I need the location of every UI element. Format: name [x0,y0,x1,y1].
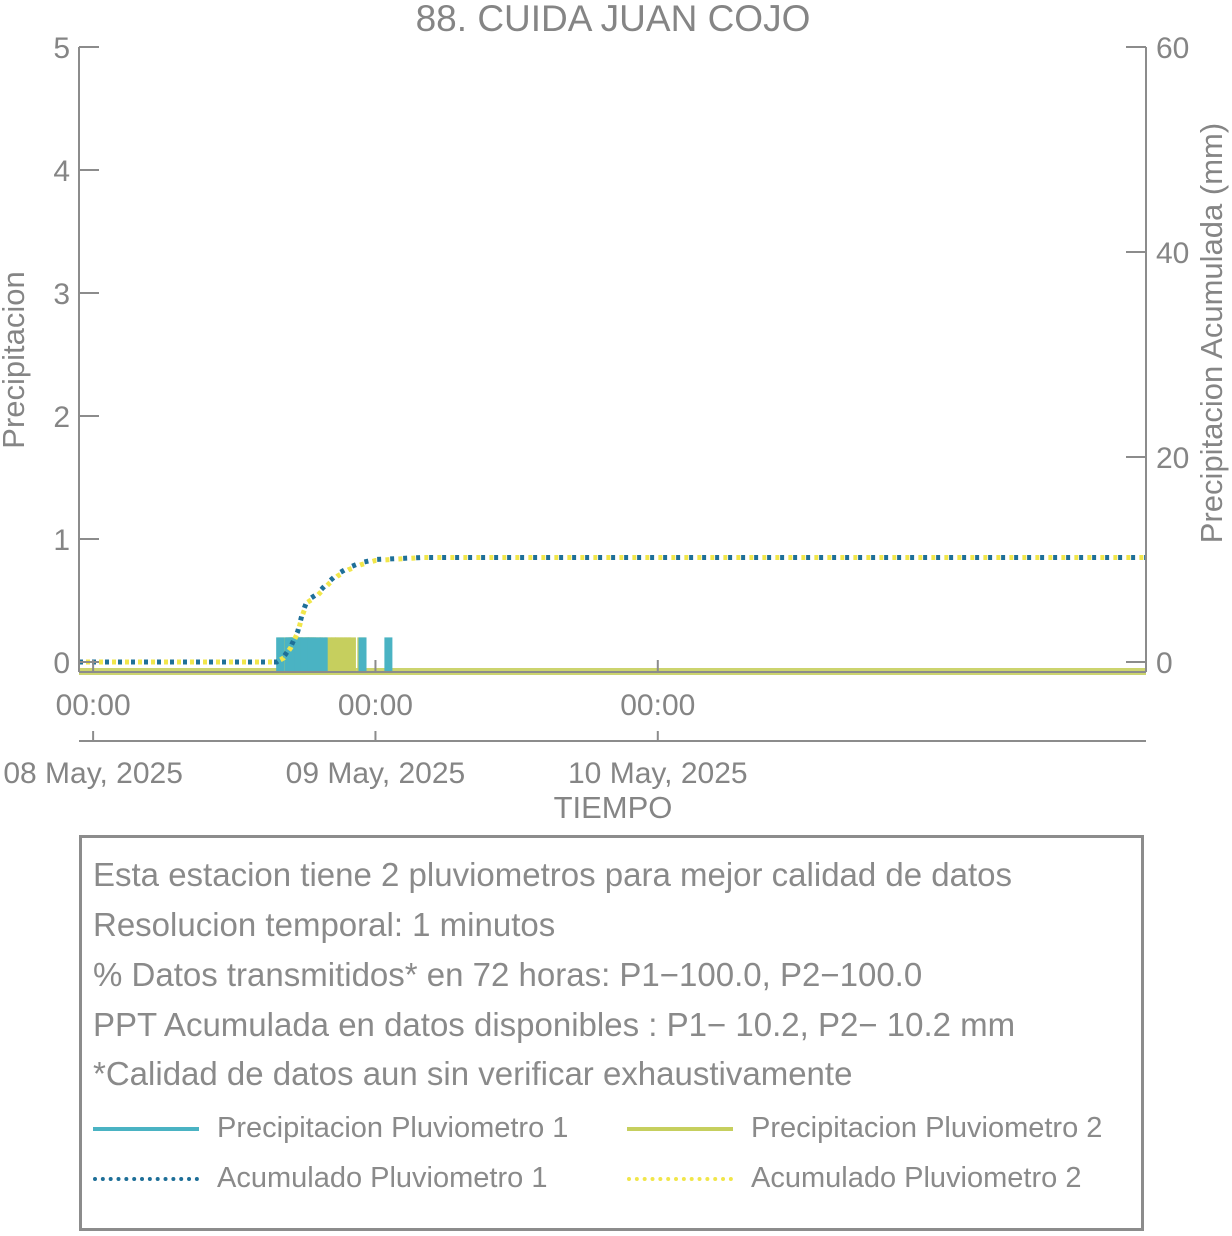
y-tick-label: 2 [53,401,70,434]
precip-bar [319,637,328,671]
cumulative-line-pluviometro-1 [79,555,1146,665]
info-line: Resolucion temporal: 1 minutos [93,906,556,943]
legend-item-a1: Acumulado Pluviometro 1 [93,1162,547,1195]
plot-area [79,47,1146,672]
y-tick-label: 4 [53,155,70,188]
y-tick-label: 3 [53,278,70,311]
x-tick-date-label: 09 May, 2025 [286,757,466,790]
precip-bar [358,637,367,671]
y-axis-label: Precipitacion [0,271,31,448]
precip-bar [343,637,352,671]
chart-title: 88. CUIDA JUAN COJO [416,0,811,39]
legend-label: Acumulado Pluviometro 1 [217,1162,548,1194]
info-line: *Calidad de datos aun sin verificar exha… [93,1055,853,1092]
precipitation-chart: 0 1 2 3 4 5 0 20 40 60 00:00 08 May, 2025 00:00 09 Ma… [0,0,1229,825]
info-line: PPT Acumulada en datos disponibles : P1−… [93,1006,1016,1043]
legend-item-p1: Precipitacion Pluviometro 1 [93,1112,568,1145]
precip-bar [294,637,303,671]
legend-swatch-solid-green [627,1126,733,1131]
x-tick-time-label: 00:00 [620,689,695,722]
y-tick-label: 1 [53,524,70,557]
info-line: % Datos transmitidos* en 72 horas: P1−10… [93,956,923,993]
precip-bar [276,637,285,671]
y2-tick-label: 0 [1156,647,1173,680]
y-tick-label: 0 [53,647,70,680]
station-info-box: Esta estacion tiene 2 pluviometros para … [79,835,1144,1231]
precip-bar [334,637,343,671]
legend-label: Precipitacion Pluviometro 1 [217,1112,569,1144]
precip-bar [312,637,321,671]
y2-tick-label: 20 [1156,442,1189,475]
y2-tick-label: 40 [1156,237,1189,270]
precip-bar [384,637,393,671]
legend-swatch-dotted-yellow [627,1176,733,1181]
series-precipitacion-pluviometro-1 [276,637,393,671]
y2-axis-label: Precipitacion Acumulada (mm) [1194,123,1229,543]
y2-tick-label: 60 [1156,32,1189,65]
precip-bar [285,637,294,671]
precip-bar [347,637,356,671]
info-line: Esta estacion tiene 2 pluviometros para … [93,856,1013,893]
legend-label: Precipitacion Pluviometro 2 [751,1112,1103,1144]
x-tick-time-label: 00:00 [338,689,413,722]
x-axis-label: TIEMPO [554,790,673,825]
x-tick-date-label: 10 May, 2025 [568,757,748,790]
legend-item-p2: Precipitacion Pluviometro 2 [627,1112,1102,1145]
x-tick-date-label: 08 May, 2025 [3,757,183,790]
legend-swatch-dotted-blue [93,1176,199,1181]
legend-swatch-solid-blue [93,1126,199,1131]
x-tick-time-label: 00:00 [56,689,131,722]
y-tick-label: 5 [53,32,70,65]
legend-item-a2: Acumulado Pluviometro 2 [627,1162,1081,1195]
precip-bar [307,637,316,671]
legend-label: Acumulado Pluviometro 2 [751,1162,1082,1194]
